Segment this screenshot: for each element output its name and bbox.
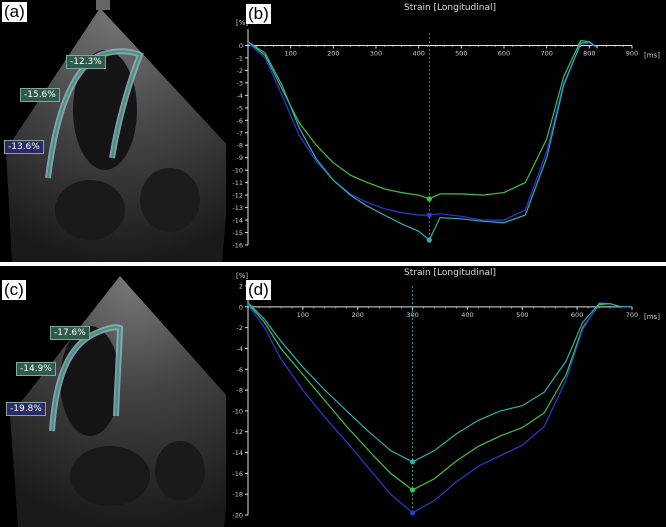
y-tick-label: -8 <box>237 387 243 395</box>
x-tick-label: 100 <box>284 49 296 57</box>
panel-d: Strain [Longitudinal] [%] [ms] 2 0 -2 -4 -6 -8 -1… <box>226 266 666 527</box>
strain-label-low-a: -13.6% <box>4 140 44 154</box>
panel-a: (a) -12.3% -15.6% -13.6% <box>0 0 240 262</box>
y-tick-label: -3 <box>237 79 243 87</box>
strain-label-mid-a: -15.6% <box>20 88 60 102</box>
y-tick-label: -2 <box>237 324 243 332</box>
y-tick-label: -10 <box>232 407 243 415</box>
panel-letter-a: (a) <box>2 2 27 22</box>
peak-marker-green <box>409 487 416 493</box>
strain-label-top-a: -12.3% <box>66 55 106 69</box>
series-line-blue <box>247 42 599 221</box>
chart-title: Strain [Longitudinal] <box>404 268 496 278</box>
y-tick-label: 0 <box>239 42 243 50</box>
cavity-a <box>73 50 137 170</box>
x-tick-label: 300 <box>370 49 382 57</box>
y-tick-label: -10 <box>232 167 243 175</box>
ultrasound-c-svg <box>0 266 240 527</box>
x-tick-label: 400 <box>461 311 473 319</box>
cavity-c <box>60 326 120 436</box>
peak-marker-teal <box>426 237 432 243</box>
panel-b: Strain [Longitudinal] [%] [ms] 0 -1 -2 -3 -4 -5 -… <box>226 0 666 262</box>
y-tick-label: -13 <box>232 204 243 212</box>
panel-c: (c) -17.6% -14.9% -19.8% <box>0 266 240 527</box>
chart-title: Strain [Longitudinal] <box>404 3 496 13</box>
y-tick-label: -20 <box>232 512 243 520</box>
x-tick-label: 900 <box>626 49 638 57</box>
strain-chart-b: Strain [Longitudinal] [%] [ms] 0 -1 -2 -3 -4 -5 -… <box>232 3 660 250</box>
peak-marker-blue <box>409 510 416 516</box>
y-tick-label: -1 <box>237 54 243 62</box>
peak-marker-teal <box>409 459 416 465</box>
y-tick-label: -12 <box>232 428 243 436</box>
x-tick-label: 700 <box>626 311 638 319</box>
peak-marker-blue <box>426 212 432 218</box>
y-tick-label: -4 <box>237 345 243 353</box>
y-tick-label: -9 <box>237 154 243 162</box>
x-tick-label: 500 <box>455 49 467 57</box>
y-tick-label: -2 <box>237 67 243 75</box>
series-line-green <box>247 39 599 200</box>
strain-label-low-c: -19.8% <box>6 402 46 416</box>
y-tick-label: -8 <box>237 142 243 150</box>
y-tick-label: -14 <box>232 217 243 225</box>
y-tick-label: -6 <box>237 366 243 374</box>
series-line-teal <box>247 302 632 463</box>
y-tick-label: -11 <box>232 179 243 187</box>
panel-letter-c: (c) <box>2 280 26 300</box>
x-tick-label: 200 <box>352 311 364 319</box>
strain-chart-d: Strain [Longitudinal] [%] [ms] 2 0 -2 -4 -6 -8 -1… <box>232 268 660 520</box>
panel-letter-b: (b) <box>246 4 271 24</box>
ultrasound-image-c <box>0 266 240 527</box>
x-axis-label: [ms] <box>644 313 660 321</box>
y-axis-label: [%] <box>236 272 248 280</box>
y-tick-label: 0 <box>239 303 243 311</box>
chart-d-background <box>226 266 666 527</box>
y-tick-label: -12 <box>232 192 243 200</box>
y-tick-label: 2 <box>239 283 243 291</box>
y-tick-label: -4 <box>237 92 243 100</box>
strain-label-top-c: -17.6% <box>50 326 90 340</box>
ultrasound-a-svg <box>0 0 240 262</box>
x-tick-label: 800 <box>583 49 595 57</box>
ultrasound-image-a <box>0 0 240 262</box>
y-tick-label: -5 <box>237 104 243 112</box>
strain-label-mid-c: -14.9% <box>16 362 56 376</box>
series-line-blue <box>247 302 632 514</box>
y-axis-label: [%] <box>236 19 248 27</box>
x-axis-label: [ms] <box>644 51 660 59</box>
y-tick-label: -16 <box>232 470 243 478</box>
peak-marker-green <box>426 196 432 202</box>
x-tick-label: 500 <box>516 311 528 319</box>
x-tick-label: 700 <box>540 49 552 57</box>
series-line-teal <box>247 41 599 241</box>
series-line-green <box>247 303 632 491</box>
y-tick-label: -14 <box>232 449 243 457</box>
x-tick-label: 400 <box>412 49 424 57</box>
y-tick-label: -7 <box>237 129 243 137</box>
y-tick-label: -15 <box>232 229 243 237</box>
y-tick-label: -18 <box>232 491 243 499</box>
x-tick-label: 600 <box>498 49 510 57</box>
y-tick-label: -6 <box>237 117 243 125</box>
x-tick-label: 600 <box>571 311 583 319</box>
panel-letter-d: (d) <box>246 280 271 300</box>
y-tick-label: -16 <box>232 242 243 250</box>
x-tick-label: 200 <box>327 49 339 57</box>
x-tick-label: 100 <box>297 311 309 319</box>
